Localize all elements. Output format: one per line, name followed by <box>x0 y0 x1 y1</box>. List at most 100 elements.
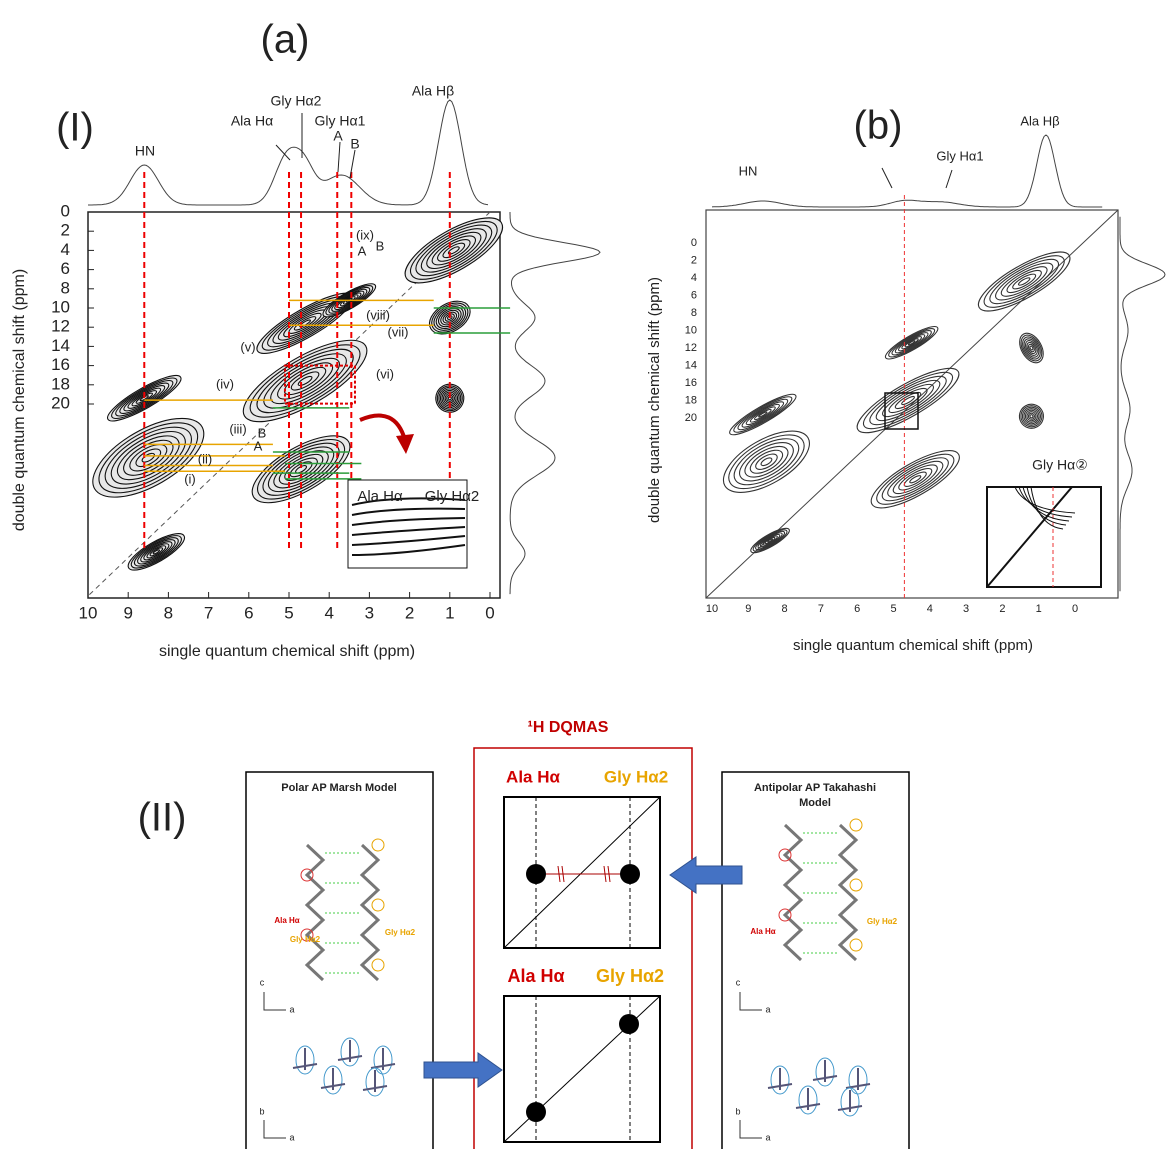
contour <box>1024 340 1038 356</box>
contour <box>1020 405 1043 428</box>
contour <box>149 547 164 557</box>
contour <box>739 442 794 482</box>
layout <box>87 209 1119 1154</box>
x-tick-label: 3 <box>365 603 374 622</box>
contour <box>137 539 176 565</box>
molecule <box>812 1060 838 1082</box>
x-tick-label: 0 <box>485 603 494 622</box>
contour <box>325 285 374 316</box>
panel-label: (a) <box>261 18 310 62</box>
contour <box>290 371 320 391</box>
pointer <box>337 141 341 173</box>
contour <box>744 445 789 478</box>
contour <box>426 231 482 270</box>
contour <box>767 538 774 543</box>
contour <box>856 367 960 434</box>
x-tick-label: 1 <box>1036 603 1042 615</box>
contour <box>444 313 455 322</box>
contour <box>888 328 936 358</box>
contour <box>351 517 466 526</box>
y-tick-label: 2 <box>61 221 70 240</box>
model-box <box>245 771 434 1154</box>
x-tick-label: 2 <box>999 603 1005 615</box>
contour <box>758 411 768 418</box>
contour <box>410 220 498 280</box>
contour <box>446 394 454 402</box>
contour <box>415 224 493 277</box>
model-title: Antipolar AP Takahashi <box>754 782 876 794</box>
peak-label: HN <box>135 143 155 159</box>
y-tick-label: 14 <box>685 359 697 371</box>
highlight <box>283 364 356 405</box>
contour <box>267 446 335 493</box>
contour <box>443 391 457 406</box>
y-tick-label: 20 <box>685 412 697 424</box>
x-tick-label: 8 <box>782 603 788 615</box>
molecule-ring <box>295 1045 315 1075</box>
y-tick-label: 10 <box>685 324 697 336</box>
projection <box>1119 216 1166 592</box>
annotation: (v) <box>240 339 255 354</box>
contour <box>1012 273 1037 290</box>
contour <box>898 467 933 491</box>
contour <box>907 340 916 346</box>
x-tick-label: 9 <box>745 603 751 615</box>
contour <box>1024 409 1038 423</box>
y-tick-label: 16 <box>51 355 70 374</box>
pointer <box>349 149 356 179</box>
contour <box>351 497 466 506</box>
model-label: Ala Hα <box>750 927 775 936</box>
annotation: B <box>376 238 385 253</box>
contour <box>351 507 466 516</box>
contour <box>759 533 781 548</box>
y-axis-label: double quantum chemical shift (ppm) <box>11 269 28 531</box>
axis-label: b <box>259 1106 264 1116</box>
contour <box>107 374 182 422</box>
molecule <box>845 1068 871 1090</box>
contour <box>328 286 371 314</box>
contour <box>753 408 772 421</box>
model-title: Polar AP Marsh Model <box>281 782 397 794</box>
axis-label: a <box>765 1004 770 1014</box>
x-tick-label: 7 <box>204 603 213 622</box>
contour <box>293 316 317 331</box>
atom-ring <box>849 878 863 892</box>
x-tick-label: 10 <box>706 603 718 615</box>
contour <box>887 460 944 498</box>
axis-arrow <box>263 992 286 1139</box>
contour <box>1030 486 1064 530</box>
contour <box>983 255 1065 308</box>
inset-label: Ala Hα <box>357 488 403 505</box>
contour <box>745 403 780 426</box>
plot-frame <box>705 209 1119 599</box>
contour <box>92 417 205 498</box>
y-axis-label: double quantum chemical shift (ppm) <box>646 277 663 523</box>
contour <box>146 545 167 559</box>
molecule-ring <box>840 1087 860 1117</box>
inset-label: Gly Hα2 <box>425 488 480 505</box>
atom-ring <box>371 958 385 972</box>
x-tick-label: 4 <box>324 603 333 622</box>
molecule-ring <box>373 1045 393 1075</box>
model-box <box>721 771 910 1154</box>
contour <box>404 217 504 284</box>
model-title: Model <box>799 797 831 809</box>
contour <box>737 398 789 431</box>
contour <box>295 465 308 474</box>
contour <box>141 452 156 463</box>
contour <box>442 242 466 259</box>
contour <box>1000 266 1048 297</box>
zoom-box <box>884 392 919 430</box>
x-tick-label: 10 <box>79 603 98 622</box>
diagonal <box>986 486 1073 588</box>
molecule-ring <box>815 1057 835 1087</box>
x-tick-label: 6 <box>244 603 253 622</box>
contour <box>127 533 186 571</box>
contour <box>123 385 166 412</box>
dot <box>620 864 640 884</box>
contour <box>440 309 460 326</box>
y-tick-label: 2 <box>691 254 697 266</box>
annotation: (iii) <box>229 421 246 436</box>
contour <box>1018 403 1044 429</box>
atom-ring <box>778 848 792 862</box>
